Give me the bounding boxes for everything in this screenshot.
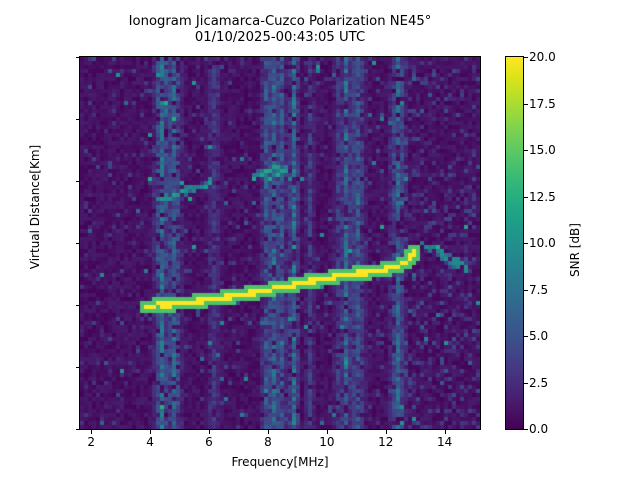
x-tick-mark [91,430,93,434]
x-tick-mark [209,430,210,434]
y-axis-label: Virtual Distance[Km] [28,144,42,270]
colorbar-tick-mark [524,429,528,430]
colorbar-tick-label: 10.0 [529,236,556,250]
y-tick-mark [75,367,79,368]
colorbar-label: SNR [dB] [568,223,582,277]
x-tick-label: 8 [264,435,272,449]
colorbar-tick-mark [524,196,528,198]
x-tick-label: 12 [378,435,394,449]
colorbar-tick-mark [524,103,528,105]
x-tick-mark [444,430,446,434]
colorbar-tick-mark [524,382,528,384]
x-tick-label: 2 [87,435,95,449]
y-tick-mark [75,181,79,182]
colorbar-tick-label: 17.5 [529,96,556,111]
colorbar-tick-label: 0.0 [529,422,549,436]
x-tick-mark [150,430,152,434]
x-tick-label: 4 [146,435,154,449]
colorbar-tick-mark [524,57,528,58]
x-tick-label: 14 [437,435,453,449]
y-tick-mark [75,305,79,306]
colorbar-tick-label: 2.5 [529,375,549,390]
figure-title: Ionogram Jicamarca-Cuzco Polarization NE… [0,14,560,46]
colorbar-gradient [505,56,524,430]
y-tick-mark [75,57,79,58]
title-line-1: Ionogram Jicamarca-Cuzco Polarization NE… [128,14,432,29]
y-tick-mark [75,119,79,120]
x-axis-label: Frequency[MHz] [231,455,329,469]
x-tick-mark [385,430,387,434]
x-tick-label: 6 [205,435,213,449]
ionogram-plot-area [79,56,481,430]
colorbar-tick-mark [524,150,528,151]
colorbar-tick-mark [524,289,528,291]
y-tick-mark [75,243,79,244]
colorbar-tick-label: 12.5 [529,189,556,204]
colorbar-tick-mark [524,336,528,337]
x-tick-label: 10 [319,435,335,449]
x-tick-mark [267,430,269,434]
colorbar-tick-mark [524,243,528,244]
colorbar-tick-label: 5.0 [529,329,549,343]
colorbar-tick-label: 15.0 [529,143,556,157]
x-tick-mark [326,430,328,434]
y-tick-mark [75,429,79,430]
colorbar-tick-label: 20.0 [529,50,556,64]
ionogram-heatmap-canvas [80,57,480,429]
colorbar-tick-label: 7.5 [529,282,549,297]
title-line-2: 01/10/2025-00:43:05 UTC [194,30,366,45]
